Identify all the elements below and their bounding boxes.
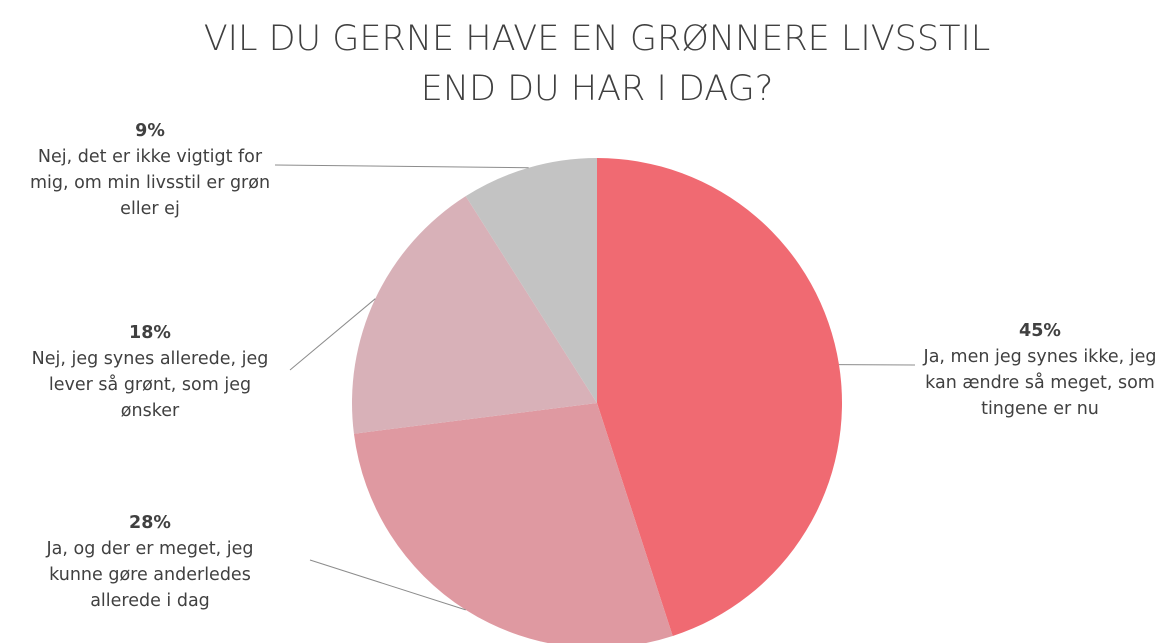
leader-line — [309, 559, 466, 611]
data-label: 18% Nej, jeg synes allerede, jeg lever så… — [20, 320, 280, 424]
leader-line — [274, 164, 529, 169]
value-label: 9% — [135, 121, 165, 141]
data-label: 9% Nej, det er ikke vigtigt for mig, om m… — [20, 118, 280, 222]
leader-line — [289, 298, 376, 371]
value-label: 18% — [129, 323, 171, 343]
data-label: 28% Ja, og der er meget, jeg kunne gøre a… — [20, 510, 280, 614]
data-label: 45% Ja, men jeg synes ikke, jeg kan ændre… — [910, 318, 1170, 422]
chart-title: END DU HAR I DAG? — [421, 69, 774, 109]
pie-slice — [353, 403, 673, 643]
pie-slice — [465, 158, 597, 403]
value-label: 28% — [129, 513, 171, 533]
chart-title: VIL DU GERNE HAVE EN GRØNNERE LIVSSTIL — [204, 19, 991, 59]
category-label: Ja, og der er meget, jeg kunne gøre ande… — [46, 539, 254, 611]
category-label: Nej, jeg synes allerede, jeg lever så gr… — [31, 349, 269, 421]
category-label: Ja, men jeg synes ikke, jeg kan ændre så… — [923, 347, 1157, 419]
pie-slice — [352, 196, 597, 434]
pie-slice — [597, 158, 842, 637]
category-label: Nej, det er ikke vigtigt for mig, om min… — [29, 147, 271, 219]
value-label: 45% — [1019, 321, 1061, 341]
